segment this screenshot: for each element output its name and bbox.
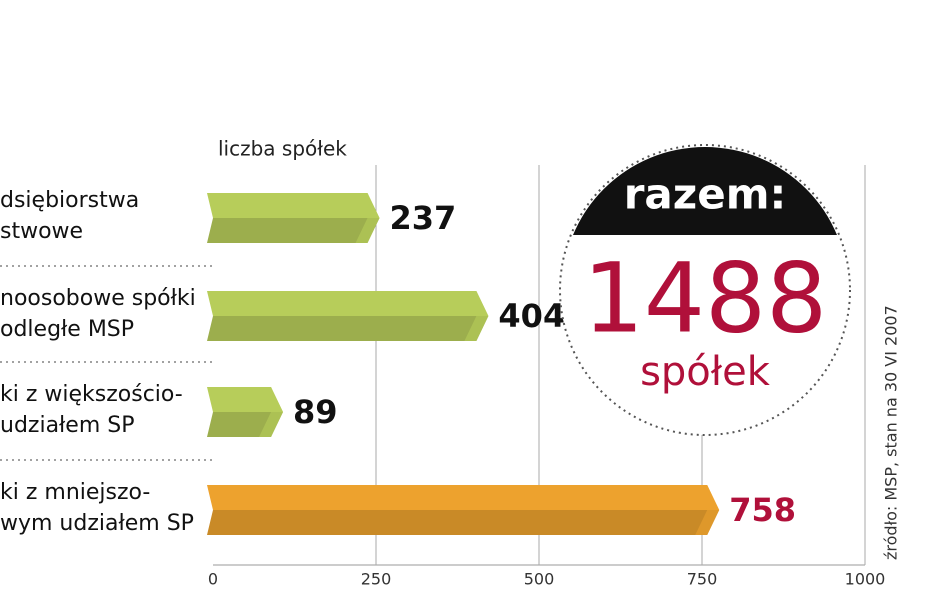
source: źródło: MSP, stan na 30 VI 2007 (882, 305, 901, 560)
badge-total: 1488 (583, 242, 827, 354)
total-badge: razem: 1488 spółek (559, 144, 851, 436)
bar (207, 485, 720, 535)
category-label: dsiębiorstwa stwowe (0, 188, 140, 244)
bar-tip (259, 387, 284, 437)
bar-tip (355, 193, 380, 243)
x-tick-label: 250 (361, 570, 392, 589)
x-tick-label: 1000 (845, 570, 886, 589)
rows: 0 250 500 750 1000 (0, 165, 885, 589)
bar-tip (464, 291, 489, 341)
value-label: 237 (390, 199, 457, 237)
category-label: ki z mniejszo- wym udziałem SP (0, 480, 194, 536)
value-label: 758 (729, 491, 796, 529)
badge-label: razem: (624, 170, 787, 219)
bar (207, 387, 284, 437)
category-label: noosobowe spółki odległe MSP (0, 286, 196, 342)
x-tick-label: 750 (687, 570, 718, 589)
x-tick-label: 0 (208, 570, 218, 589)
category-label: ki z większościo- udziałem SP (0, 382, 183, 438)
bars: 237 404 89 758 (207, 193, 796, 535)
axis-label: liczba spółek (218, 137, 347, 161)
value-label: 404 (498, 297, 565, 335)
value-label: 89 (293, 393, 338, 431)
bar (207, 291, 489, 341)
badge-unit: spółek (640, 349, 771, 395)
bar-tip (695, 485, 720, 535)
bar (207, 193, 380, 243)
x-tick-label: 500 (524, 570, 555, 589)
